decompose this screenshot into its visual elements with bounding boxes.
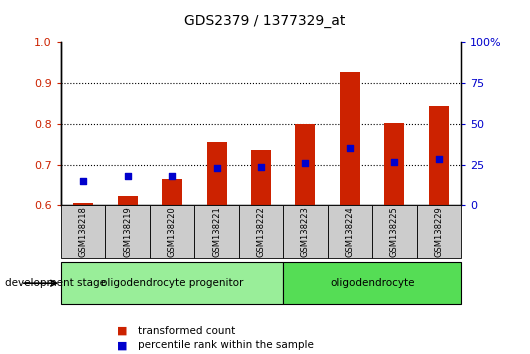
Bar xyxy=(328,205,372,258)
Text: GSM138229: GSM138229 xyxy=(435,206,444,257)
Bar xyxy=(429,107,449,205)
Point xyxy=(123,173,132,179)
Bar xyxy=(105,205,150,258)
Text: oligodendrocyte progenitor: oligodendrocyte progenitor xyxy=(101,278,243,288)
Bar xyxy=(150,205,195,258)
Point xyxy=(301,160,310,165)
Text: GSM138223: GSM138223 xyxy=(301,206,310,257)
Text: ■: ■ xyxy=(117,326,127,336)
Bar xyxy=(296,124,315,205)
Text: ■: ■ xyxy=(117,340,127,350)
Point xyxy=(390,159,399,165)
Bar xyxy=(283,205,328,258)
Bar xyxy=(251,150,271,205)
Bar xyxy=(239,205,283,258)
Text: GSM138218: GSM138218 xyxy=(78,206,87,257)
Bar xyxy=(118,196,138,205)
Bar xyxy=(372,205,417,258)
Point xyxy=(168,173,176,179)
Point xyxy=(257,164,266,170)
Text: GSM138221: GSM138221 xyxy=(212,206,221,257)
Text: GSM138219: GSM138219 xyxy=(123,206,132,257)
Text: GSM138220: GSM138220 xyxy=(167,206,176,257)
Bar xyxy=(283,262,461,304)
Bar xyxy=(162,179,182,205)
Point xyxy=(346,145,354,150)
Text: oligodendrocyte: oligodendrocyte xyxy=(330,278,414,288)
Point xyxy=(435,156,443,162)
Text: transformed count: transformed count xyxy=(138,326,235,336)
Bar xyxy=(195,205,239,258)
Text: development stage: development stage xyxy=(5,278,107,288)
Bar xyxy=(73,203,93,205)
Bar xyxy=(340,72,360,205)
Text: GSM138222: GSM138222 xyxy=(257,206,266,257)
Bar xyxy=(384,123,404,205)
Point xyxy=(79,178,87,184)
Point xyxy=(213,165,221,171)
Bar xyxy=(61,205,105,258)
Text: percentile rank within the sample: percentile rank within the sample xyxy=(138,340,314,350)
Bar xyxy=(61,262,283,304)
Text: GDS2379 / 1377329_at: GDS2379 / 1377329_at xyxy=(184,14,346,28)
Text: GSM138225: GSM138225 xyxy=(390,206,399,257)
Bar xyxy=(417,205,461,258)
Text: GSM138224: GSM138224 xyxy=(346,206,355,257)
Bar xyxy=(207,142,226,205)
